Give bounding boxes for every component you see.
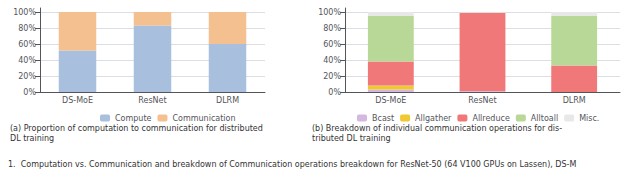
svg-text:1. Computation vs. Communicat: 1. Computation vs. Communication and bre… [8, 160, 576, 169]
svg-text:Communication: Communication [172, 114, 235, 123]
svg-text:DS-MoE: DS-MoE [375, 96, 406, 105]
svg-text:Allreduce: Allreduce [472, 114, 510, 123]
svg-text:(b) Breakdown of individual co: (b) Breakdown of individual communicatio… [312, 124, 562, 133]
svg-text:Misc.: Misc. [579, 114, 599, 123]
svg-text:tributed DL training: tributed DL training [312, 134, 391, 143]
svg-text:(a) Proportion of computation: (a) Proportion of computation to communi… [10, 124, 263, 133]
svg-text:ResNet: ResNet [138, 96, 166, 105]
svg-text:20%: 20% [18, 72, 36, 81]
svg-text:40%: 40% [323, 56, 341, 65]
svg-text:DLRM: DLRM [216, 96, 239, 105]
svg-text:Alltoall: Alltoall [531, 114, 558, 123]
svg-text:80%: 80% [18, 24, 36, 33]
svg-text:100%: 100% [13, 8, 36, 17]
svg-text:20%: 20% [323, 72, 341, 81]
svg-text:DL training: DL training [10, 134, 54, 143]
svg-text:40%: 40% [18, 56, 36, 65]
svg-text:0%: 0% [23, 88, 36, 97]
svg-text:Bcast: Bcast [372, 114, 394, 123]
svg-text:100%: 100% [318, 8, 341, 17]
svg-text:DS-MoE: DS-MoE [62, 96, 93, 105]
svg-text:DLRM: DLRM [563, 96, 586, 105]
svg-text:60%: 60% [323, 40, 341, 49]
svg-text:Compute: Compute [115, 114, 152, 123]
svg-text:ResNet: ResNet [468, 96, 496, 105]
svg-text:80%: 80% [323, 24, 341, 33]
svg-text:Allgather: Allgather [415, 114, 452, 123]
svg-text:0%: 0% [328, 88, 341, 97]
svg-text:60%: 60% [18, 40, 36, 49]
